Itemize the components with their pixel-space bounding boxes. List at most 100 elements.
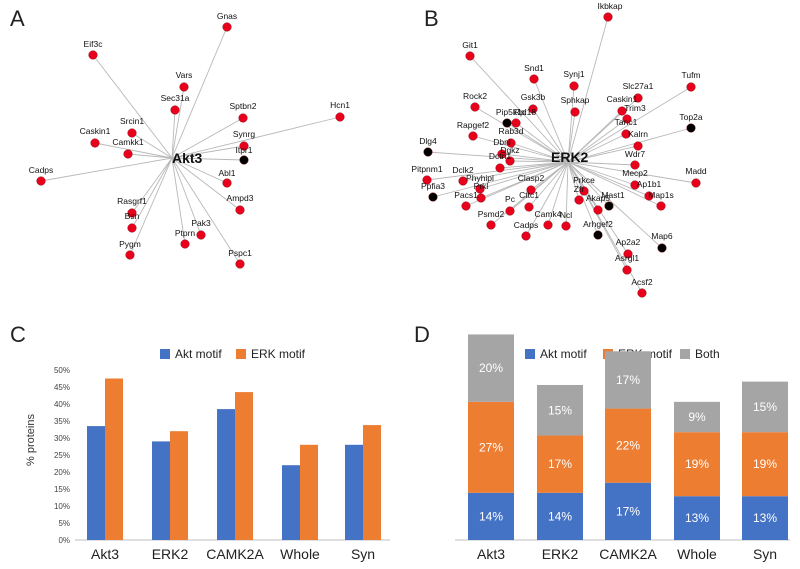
chart-c-ytick-9: 45% bbox=[54, 383, 70, 392]
erk2-node-label-asrgl1: Asrgl1 bbox=[615, 253, 639, 263]
chart-c-categories: Akt3 ERK2 CAMK2A Whole Syn bbox=[91, 546, 375, 562]
erk2-node-label-rpl18: Rpl18 bbox=[514, 107, 536, 117]
erk2-node-rab3d bbox=[506, 138, 516, 148]
erk2-node-prkl bbox=[476, 193, 486, 203]
chart-d-segment-label-syn-erk-motif: 19% bbox=[753, 457, 777, 471]
erk2-node-label-camk4: Camk4 bbox=[535, 209, 562, 219]
chart-c-legend: Akt motif ERK motif bbox=[160, 347, 306, 361]
erk2-edge-camk4 bbox=[547, 161, 569, 226]
chart-d-segment-label-whole-akt-motif: 13% bbox=[685, 511, 709, 525]
chart-d-category-syn: Syn bbox=[753, 546, 777, 562]
legend-label-both-d: Both bbox=[695, 347, 720, 361]
chart-d-segment-akt3-both bbox=[468, 334, 514, 402]
chart-d-segment-syn-both bbox=[742, 381, 788, 433]
erk2-node-label-pitpnm1: Pitpnm1 bbox=[411, 164, 442, 174]
akt3-edge-pygm bbox=[129, 157, 173, 256]
erk2-node-map1s bbox=[656, 201, 666, 211]
erk2-node-label-dgkz: Dgkz bbox=[500, 145, 519, 155]
erk2-node-arhgef2 bbox=[593, 230, 603, 240]
erk2-edge-ap1b1 bbox=[567, 161, 650, 197]
akt3-node-label-eif3c: Eif3c bbox=[84, 39, 104, 49]
erk2-edge-kalrn bbox=[567, 145, 639, 163]
akt3-node-eif3c bbox=[88, 50, 98, 60]
chart-d-segment-whole-akt-motif bbox=[674, 496, 720, 540]
akt3-node-bsn bbox=[127, 223, 137, 233]
chart-d-segment-label-camk2a-both: 17% bbox=[616, 373, 640, 387]
chart-d-segment-camk2a-erk-motif bbox=[605, 408, 651, 483]
akt3-node-label-cadps: Cadps bbox=[29, 165, 54, 175]
chart-c-bar-whole-erk-motif bbox=[300, 444, 318, 540]
panel-letter-a: A bbox=[10, 6, 25, 31]
akt3-edge-cadps bbox=[40, 157, 173, 182]
chart-d-segment-whole-erk-motif bbox=[674, 432, 720, 497]
erk2-edge-dbnl bbox=[501, 153, 569, 163]
chart-c-ytick-2: 10% bbox=[54, 502, 70, 511]
akt3-edge-vars bbox=[171, 86, 185, 159]
erk2-node-acsf2 bbox=[637, 288, 647, 298]
erk2-node-map6 bbox=[657, 243, 667, 253]
erk2-node-prkce bbox=[579, 186, 589, 196]
erk2-node-pc bbox=[505, 206, 515, 216]
chart-d-segment-label-akt3-erk-motif: 27% bbox=[479, 440, 503, 454]
akt3-edge-itpr1 bbox=[171, 157, 245, 161]
chart-d-segment-erk2-erk-motif bbox=[537, 435, 583, 493]
chart-d-segment-erk2-both bbox=[537, 384, 583, 436]
akt3-node-camkk1 bbox=[123, 149, 133, 159]
chart-c-bars bbox=[87, 378, 381, 540]
erk2-node-label-dctn1: Dctn1 bbox=[489, 151, 511, 161]
erk2-edge-rab3d bbox=[510, 142, 569, 163]
erk2-node-label-tufm: Tufm bbox=[681, 70, 700, 80]
chart-d-category-camk2a: CAMK2A bbox=[599, 546, 657, 562]
erk2-edge-rock2 bbox=[474, 106, 569, 163]
erk2-node-label-tanc1: Tanc1 bbox=[615, 117, 638, 127]
erk2-node-label-cttc1: Cttc1 bbox=[519, 190, 539, 200]
network-akt3-nodes: Gnas Eif3c Vars Sec31a Sptbn2 Hcn1 Srcin1 Synrg… bbox=[29, 11, 350, 269]
akt3-node-label-caskin1: Caskin1 bbox=[80, 126, 111, 136]
erk2-node-label-ppfia3: Ppfia3 bbox=[421, 181, 445, 191]
erk2-node-ap1b1 bbox=[644, 191, 654, 201]
erk2-node-label-snd1: Snd1 bbox=[524, 63, 544, 73]
erk2-node-zfr bbox=[574, 195, 584, 205]
akt3-node-vars bbox=[179, 82, 189, 92]
akt3-node-gnas bbox=[222, 22, 232, 32]
chart-d-segment-label-erk2-both: 15% bbox=[548, 403, 572, 417]
erk2-node-label-map6: Map6 bbox=[651, 231, 673, 241]
akt3-node-label-ptprn: Ptprn bbox=[175, 228, 196, 238]
chart-d-segment-syn-akt-motif bbox=[742, 496, 788, 540]
network-akt3: Gnas Eif3c Vars Sec31a Sptbn2 Hcn1 Srcin1 Synrg… bbox=[29, 11, 350, 269]
erk2-node-label-akap5: Akap5 bbox=[586, 193, 610, 203]
akt3-node-label-ampd3: Ampd3 bbox=[227, 193, 254, 203]
chart-d-segment-whole-both bbox=[674, 401, 720, 433]
erk2-node-label-caskin1: Caskin1 bbox=[607, 94, 638, 104]
erk2-node-label-slc27a1: Slc27a1 bbox=[623, 81, 654, 91]
erk2-node-label-clasp2: Clasp2 bbox=[518, 173, 545, 183]
erk2-node-gsk3b bbox=[528, 104, 538, 114]
erk2-node-ap2a2 bbox=[623, 249, 633, 259]
akt3-edge-synrg bbox=[171, 145, 245, 159]
erk2-node-label-prkce: Prkce bbox=[573, 175, 595, 185]
erk2-node-cttc1 bbox=[524, 202, 534, 212]
chart-c-bar-camk2a-erk-motif bbox=[235, 392, 253, 540]
erk2-node-label-dbnl: Dbnl bbox=[493, 137, 511, 147]
panel-letter-c: C bbox=[10, 322, 26, 347]
chart-d-segment-label-camk2a-akt-motif: 17% bbox=[616, 504, 640, 518]
chart-c-ytick-1: 5% bbox=[58, 519, 70, 528]
akt3-node-label-camkk1: Camkk1 bbox=[112, 137, 143, 147]
erk2-edge-gsk3b bbox=[532, 108, 569, 163]
erk2-node-akap5 bbox=[593, 205, 603, 215]
legend-swatch-akt bbox=[160, 349, 170, 359]
chart-c-ytick-3: 15% bbox=[54, 485, 70, 494]
akt3-node-pak3 bbox=[196, 230, 206, 240]
chart-c-ytick-6: 30% bbox=[54, 434, 70, 443]
legend-label-erk: ERK motif bbox=[251, 347, 306, 361]
erk2-node-label-prkl: Prkl bbox=[474, 181, 489, 191]
erk2-edge-top2a bbox=[567, 127, 692, 163]
network-erk2: Ikbkap Git1 Snd1 Synj1 Slc27a1 Tufm Rock2 Pip5k… bbox=[411, 1, 707, 298]
erk2-edge-snd1 bbox=[533, 78, 569, 163]
chart-d-segment-label-syn-both: 15% bbox=[753, 400, 777, 414]
erk2-node-label-sphkap: Sphkap bbox=[561, 95, 590, 105]
chart-d-segment-camk2a-both bbox=[605, 351, 651, 409]
erk2-edge-cttc1 bbox=[528, 161, 569, 208]
erk2-node-dlg4 bbox=[423, 147, 433, 157]
